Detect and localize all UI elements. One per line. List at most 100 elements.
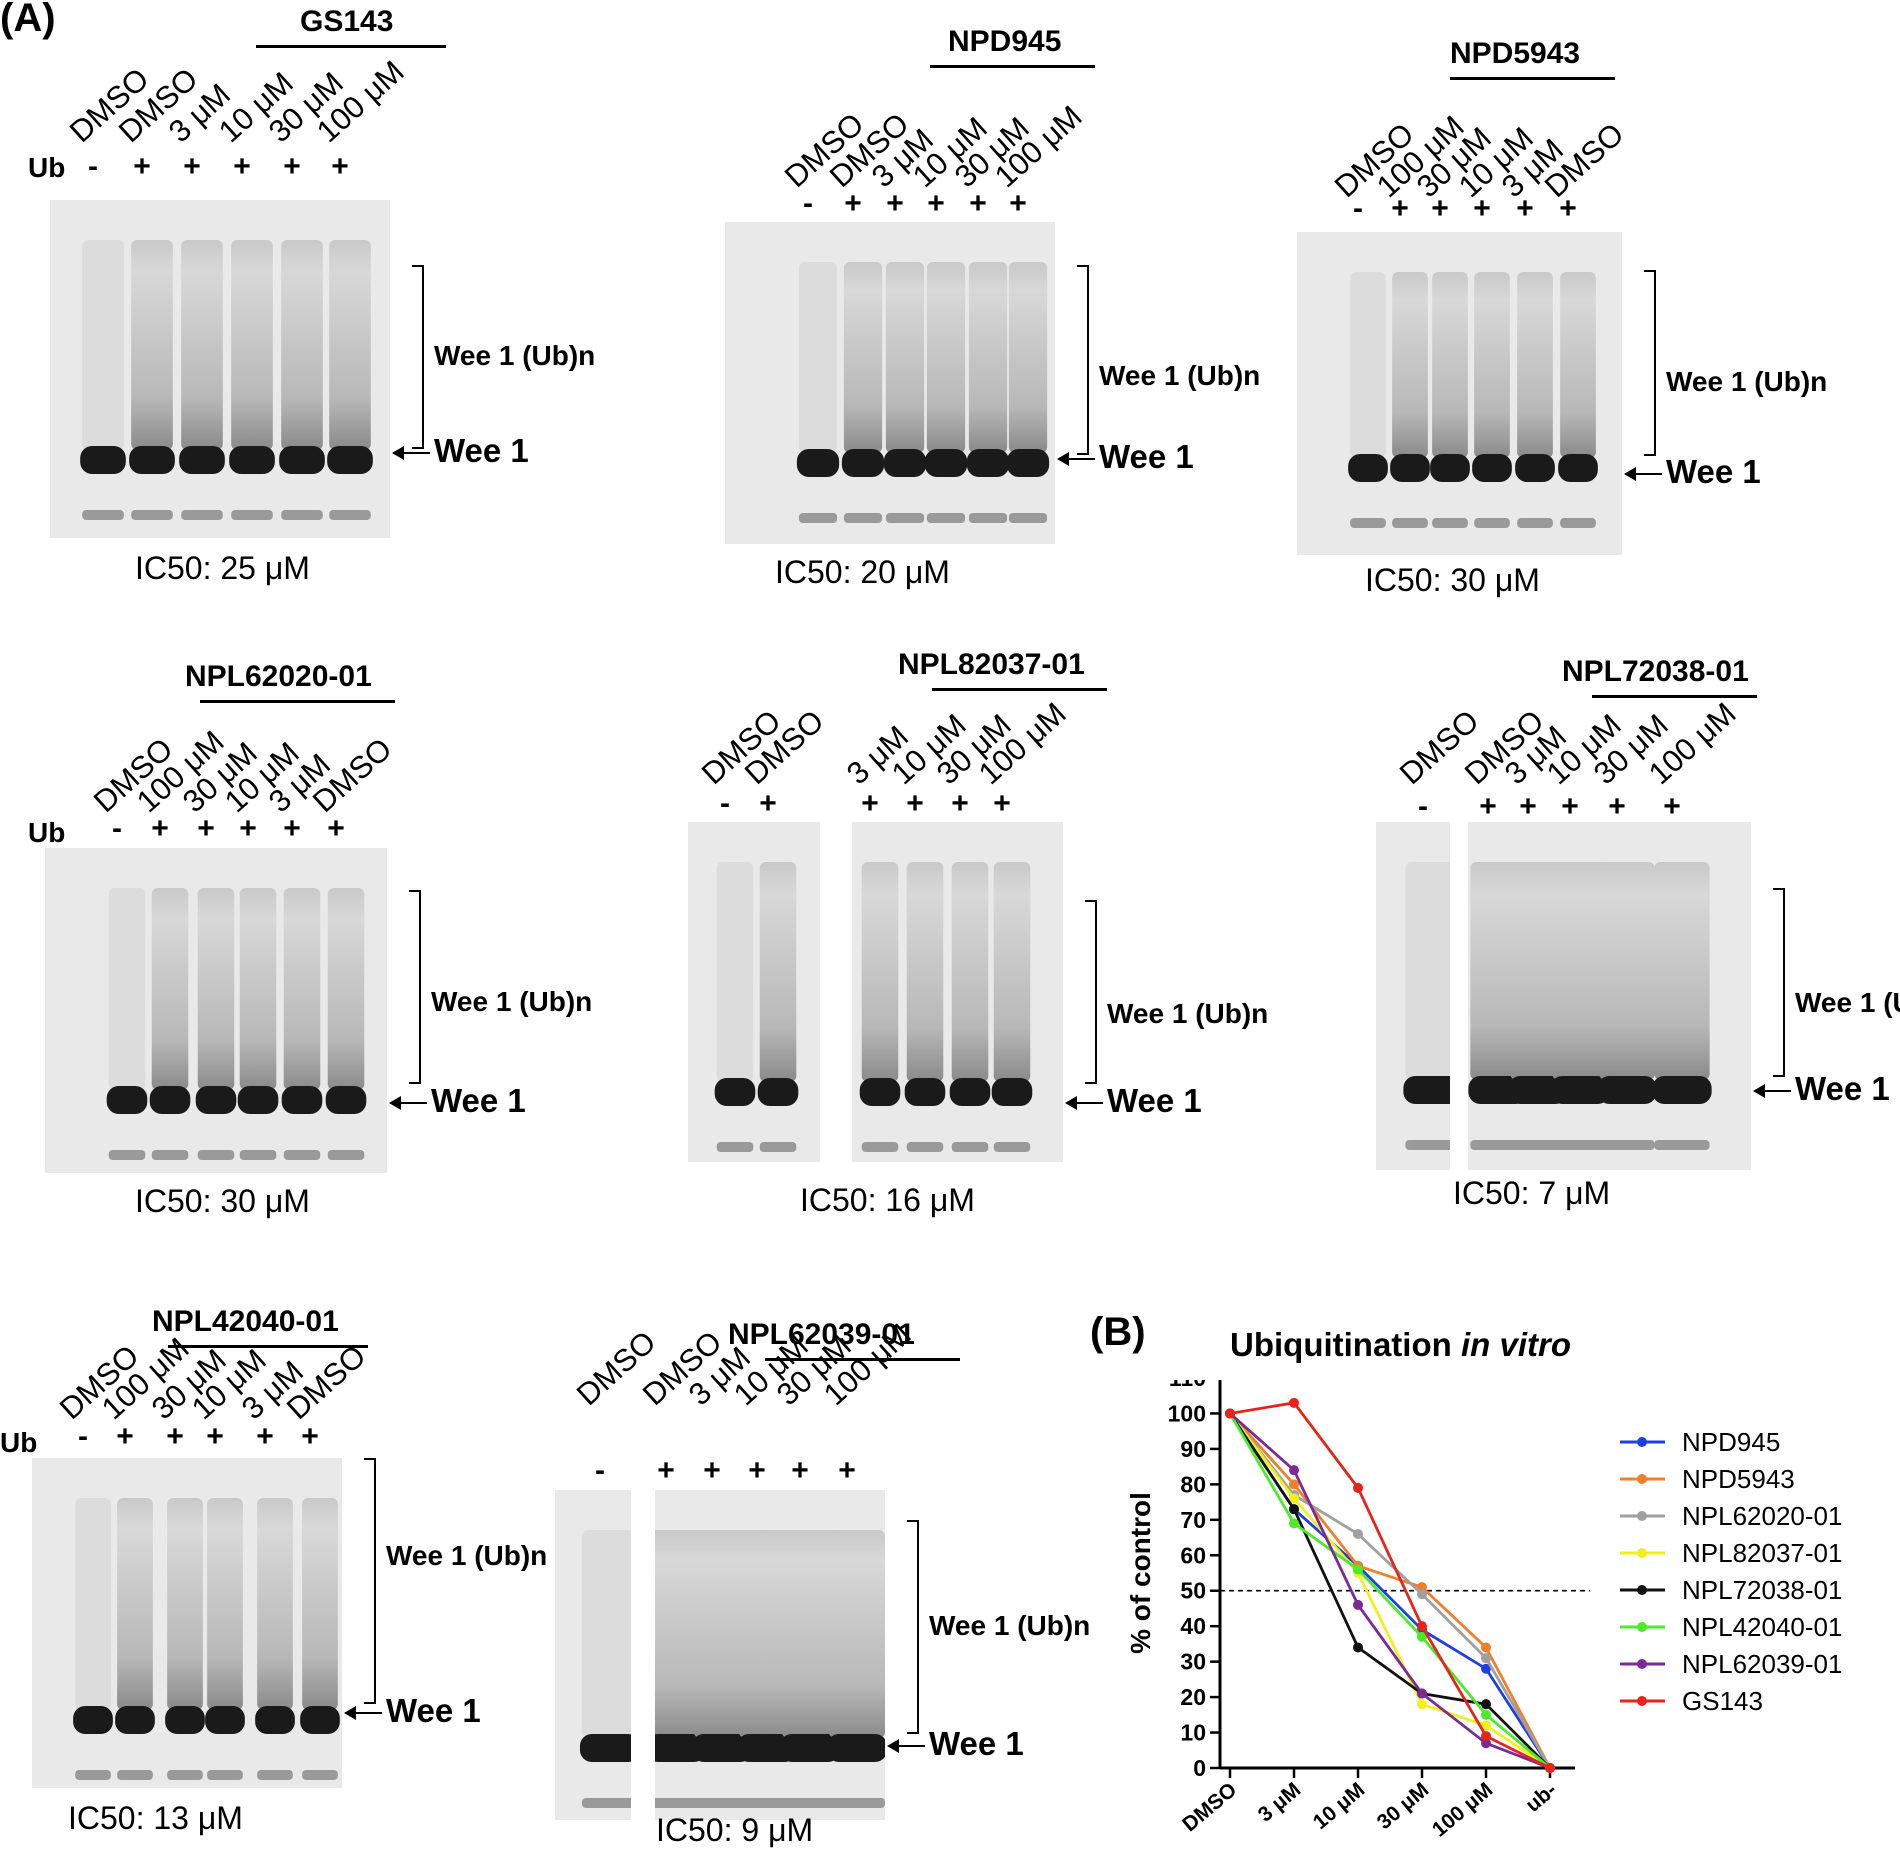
lower-band [759, 1142, 797, 1152]
lane-smear [968, 262, 1008, 453]
series-line [1229, 1412, 1551, 1770]
ubn-label: Wee 1 (Ub)n [431, 986, 593, 1017]
x-tick-label: DMSO [1178, 1778, 1241, 1836]
lower-band [906, 1142, 944, 1152]
y-tick-label: 70 [1180, 1507, 1206, 1533]
ubn-bracket [412, 265, 424, 449]
lower-band [861, 1142, 899, 1152]
gel-split-gap [1450, 822, 1468, 1170]
legend-marker [1637, 1585, 1647, 1595]
lane-smear [283, 888, 321, 1090]
data-point [1289, 1465, 1299, 1476]
band-arrow [1753, 1084, 1791, 1098]
wee1-band [327, 446, 373, 474]
lane-smear [716, 862, 754, 1082]
wee1-band [859, 1078, 901, 1106]
gel-split-gap [631, 1490, 655, 1820]
panel-a-label: (A) [0, 0, 56, 40]
lower-band [843, 513, 883, 523]
ub-sign: - [803, 187, 813, 220]
lane-smear [926, 262, 966, 453]
compound-underline [1592, 695, 1757, 698]
ubn-bracket [409, 890, 421, 1084]
lane-smear [1560, 272, 1596, 458]
lower-band [716, 1142, 754, 1152]
ub-sign: + [116, 1420, 134, 1453]
wee1-band [1550, 1076, 1610, 1104]
lane-smear [1008, 262, 1048, 453]
lower-band [693, 1798, 751, 1808]
ub-sign: + [886, 187, 904, 220]
compound-name: NPL62039-01 [728, 1318, 915, 1351]
ub-sign: + [301, 1420, 319, 1453]
wee1-label: Wee 1 [1107, 1082, 1202, 1119]
lower-band [117, 1770, 153, 1780]
ub-sign: + [206, 1420, 224, 1453]
ub-sign: + [927, 187, 945, 220]
series-line [1228, 1412, 1551, 1770]
data-point [1225, 1408, 1235, 1419]
gel-image [555, 1490, 885, 1820]
lane-smear [239, 888, 277, 1090]
ub-sign: + [838, 1454, 856, 1487]
lane-smear [906, 862, 944, 1082]
ub-sign: + [906, 787, 924, 820]
lower-band [108, 1150, 146, 1160]
lower-band [131, 510, 173, 520]
wee1-band [757, 1078, 799, 1106]
ub-row-label: Ub [0, 1427, 38, 1458]
ic50-label: IC50: 30 μM [1365, 562, 1540, 598]
data-point [1481, 1738, 1491, 1749]
lower-band [257, 1770, 293, 1780]
legend-marker [1637, 1696, 1647, 1706]
lane-smear [75, 1498, 111, 1710]
ub-sign: + [844, 187, 862, 220]
y-tick-label: 10 [1180, 1720, 1206, 1746]
lane-smear [781, 1530, 839, 1738]
wee1-label: Wee 1 [431, 1082, 526, 1119]
legend-marker [1637, 1622, 1647, 1632]
x-tick-label: 3 μM [1254, 1778, 1305, 1826]
wee1-band [826, 1734, 885, 1762]
wee1-label: Wee 1 [386, 1692, 481, 1729]
wee1-band [1558, 454, 1598, 482]
lane-smear [1474, 272, 1510, 458]
lane-smear [1510, 862, 1566, 1080]
wee1-band [106, 1086, 148, 1114]
lower-band [1599, 1140, 1655, 1150]
data-point [1353, 1642, 1363, 1653]
band-arrow [1624, 467, 1662, 481]
data-point [1417, 1631, 1427, 1642]
ub-sign: - [595, 1454, 605, 1487]
lower-band [151, 1150, 189, 1160]
lane-smear [167, 1498, 203, 1710]
series-line [1228, 1412, 1551, 1769]
x-tick-label: 30 μM [1373, 1778, 1433, 1834]
ub-sign: + [1516, 192, 1534, 225]
wee1-band [1652, 1076, 1712, 1104]
lower-band [231, 510, 273, 520]
data-point [1481, 1642, 1491, 1653]
y-tick-label: 60 [1180, 1542, 1206, 1568]
ubn-label: Wee 1 (Ub)n [1107, 998, 1269, 1029]
ic50-label: IC50: 30 μM [135, 1183, 310, 1219]
lower-band [581, 1798, 639, 1808]
band-arrow [1057, 452, 1095, 466]
ic50-label: IC50: 20 μM [775, 554, 950, 590]
data-point [1481, 1731, 1491, 1742]
compound-name: NPL72038-01 [1562, 655, 1749, 688]
wee1-label: Wee 1 [1099, 438, 1194, 475]
lower-band [1474, 518, 1510, 528]
compound-name: GS143 [300, 5, 394, 38]
y-tick-label: 80 [1180, 1471, 1206, 1497]
gel-image [1297, 232, 1622, 555]
wee1-label: Wee 1 [1666, 453, 1761, 490]
lower-band [302, 1770, 338, 1780]
wee1-band [279, 446, 325, 474]
wee1-band [991, 1078, 1033, 1106]
compound-name: NPL42040-01 [152, 1305, 339, 1338]
lower-band [798, 513, 838, 523]
data-point [1353, 1599, 1363, 1610]
y-tick-label: 100 [1168, 1400, 1206, 1426]
series-line [1228, 1412, 1551, 1770]
